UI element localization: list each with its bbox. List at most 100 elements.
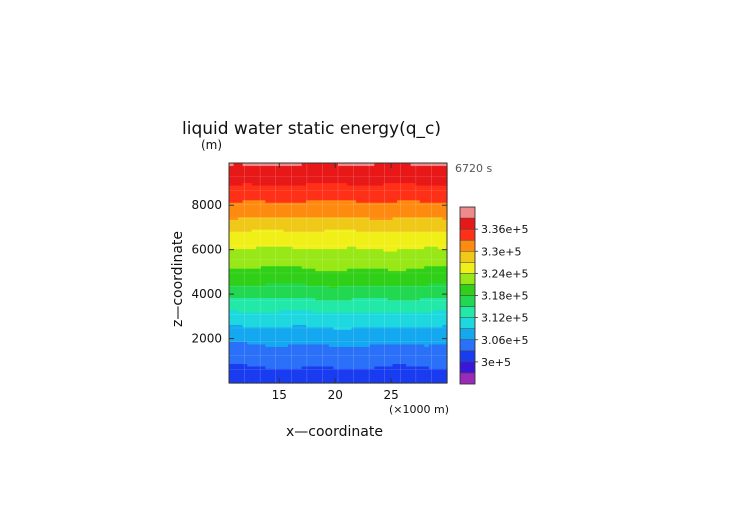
contour-cell bbox=[342, 378, 348, 382]
contour-cell bbox=[433, 314, 439, 318]
contour-cell bbox=[387, 253, 394, 257]
contour-cell bbox=[278, 219, 285, 223]
contour-cell bbox=[428, 260, 434, 264]
contour-cell bbox=[269, 363, 276, 367]
contour-cell bbox=[428, 280, 434, 284]
contour-cell bbox=[229, 378, 235, 382]
contour-cell bbox=[410, 214, 416, 218]
contour-cell bbox=[324, 353, 330, 357]
contour-cell bbox=[269, 341, 276, 345]
contour-cell bbox=[274, 319, 280, 323]
contour-cell bbox=[360, 185, 366, 189]
contour-cell bbox=[247, 331, 253, 335]
contour-cell bbox=[415, 226, 421, 230]
contour-cell bbox=[278, 236, 285, 240]
contour-cell bbox=[428, 189, 434, 193]
contour-cell bbox=[328, 270, 335, 274]
contour-cell bbox=[265, 370, 271, 374]
contour-cell bbox=[387, 331, 394, 335]
contour-cell bbox=[292, 165, 298, 169]
contour-cell bbox=[315, 270, 321, 274]
contour-cell bbox=[433, 170, 439, 174]
contour-cell bbox=[297, 302, 303, 306]
contour-cell bbox=[392, 246, 398, 250]
contour-cell bbox=[406, 241, 412, 245]
contour-cell bbox=[415, 309, 421, 313]
contour-cell bbox=[397, 165, 403, 169]
contour-cell bbox=[347, 185, 353, 189]
contour-cell bbox=[424, 280, 430, 284]
contour-cell bbox=[338, 361, 344, 365]
contour-cell bbox=[392, 304, 398, 308]
colorbar-swatch bbox=[459, 217, 476, 230]
contour-cell bbox=[424, 187, 430, 191]
contour-cell bbox=[310, 258, 316, 262]
contour-cell bbox=[315, 285, 321, 289]
contour-cell bbox=[369, 204, 375, 208]
contour-cell bbox=[310, 273, 316, 277]
contour-cell bbox=[260, 363, 266, 367]
contour-cell bbox=[269, 346, 276, 350]
contour-cell bbox=[247, 204, 253, 208]
contour-cell bbox=[306, 265, 312, 269]
contour-cell bbox=[315, 380, 321, 384]
contour-cell bbox=[383, 270, 389, 274]
contour-cell bbox=[401, 214, 407, 218]
contour-cell bbox=[333, 199, 339, 203]
contour-cell bbox=[301, 233, 307, 237]
contour-cell bbox=[278, 258, 285, 262]
contour-cell bbox=[297, 258, 303, 262]
contour-cell bbox=[274, 273, 280, 277]
contour-cell bbox=[347, 361, 353, 365]
contour-cell bbox=[229, 224, 235, 228]
contour-cell bbox=[274, 204, 280, 208]
contour-cell bbox=[265, 297, 271, 301]
contour-cell bbox=[378, 202, 385, 206]
contour-cell bbox=[383, 226, 389, 230]
contour-cell bbox=[242, 353, 248, 357]
contour-cell bbox=[324, 290, 330, 294]
contour-cell bbox=[297, 263, 303, 267]
contour-cell bbox=[410, 309, 416, 313]
contour-cell bbox=[428, 307, 434, 311]
contour-cell bbox=[433, 287, 439, 291]
contour-cell bbox=[265, 209, 271, 213]
contour-cell bbox=[238, 216, 244, 220]
contour-cell bbox=[437, 358, 444, 362]
contour-cell bbox=[288, 194, 294, 198]
contour-cell bbox=[347, 358, 353, 362]
contour-cell bbox=[238, 370, 244, 374]
colorbar-swatch bbox=[459, 206, 476, 219]
contour-cell bbox=[233, 219, 239, 223]
contour-cell bbox=[383, 341, 389, 345]
contour-cell bbox=[365, 253, 371, 257]
contour-cell bbox=[256, 329, 262, 333]
contour-cell bbox=[319, 270, 325, 274]
contour-cell bbox=[333, 363, 339, 367]
contour-cell bbox=[328, 295, 335, 299]
contour-cell bbox=[324, 226, 330, 230]
contour-cell bbox=[333, 216, 339, 220]
contour-cell bbox=[274, 331, 280, 335]
contour-cell bbox=[397, 282, 403, 286]
contour-cell bbox=[242, 282, 248, 286]
contour-cell bbox=[274, 163, 280, 167]
contour-cell bbox=[356, 197, 362, 201]
contour-cell bbox=[324, 187, 330, 191]
contour-cell bbox=[247, 194, 253, 198]
contour-cell bbox=[387, 312, 394, 316]
contour-cell bbox=[433, 224, 439, 228]
contour-cell bbox=[238, 304, 244, 308]
contour-cell bbox=[401, 353, 407, 357]
contour-cell bbox=[374, 185, 380, 189]
contour-cell bbox=[401, 275, 407, 279]
contour-cell bbox=[419, 197, 425, 201]
contour-cell bbox=[283, 236, 289, 240]
contour-cell bbox=[269, 167, 276, 171]
contour-cell bbox=[269, 270, 276, 274]
contour-cell bbox=[278, 375, 285, 379]
contour-cell bbox=[387, 280, 394, 284]
contour-cell bbox=[406, 348, 412, 352]
contour-cell bbox=[238, 260, 244, 264]
contour-cell bbox=[356, 297, 362, 301]
